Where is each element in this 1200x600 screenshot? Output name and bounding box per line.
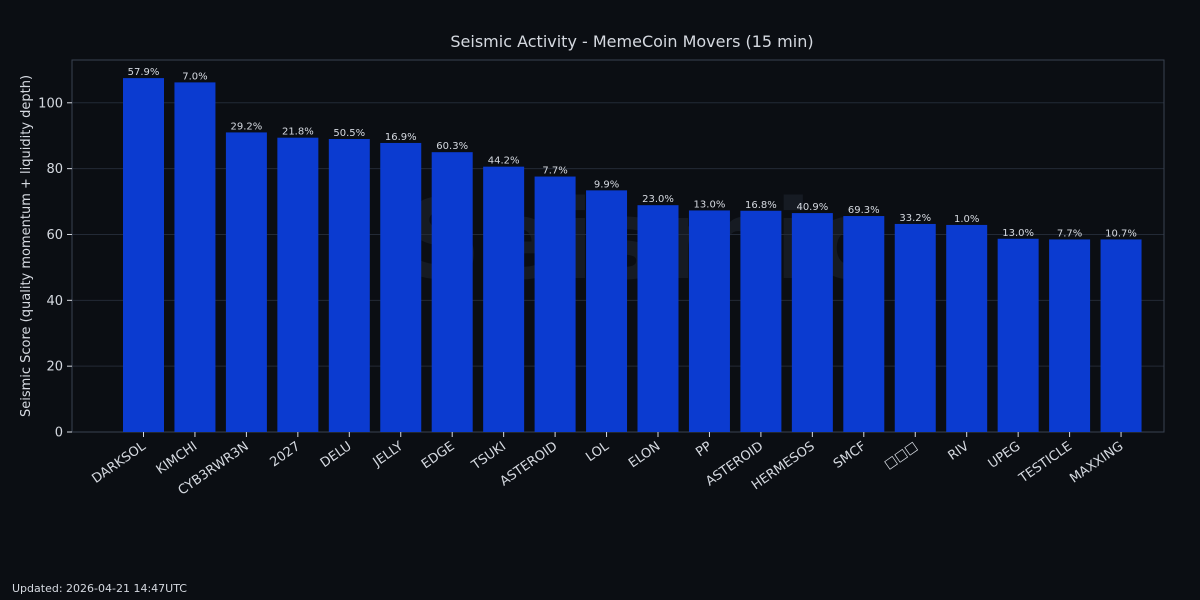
bar-value-label: 9.9%: [594, 179, 619, 190]
bar: [380, 142, 422, 432]
y-tick-label: 0: [55, 426, 63, 441]
bar-value-label: 16.9%: [385, 132, 417, 143]
bar-value-label: 33.2%: [899, 213, 931, 224]
bar: [1100, 239, 1142, 432]
bar: [637, 205, 679, 432]
bar-value-label: 7.7%: [1057, 228, 1082, 239]
bar: [174, 82, 216, 433]
bar: [483, 166, 525, 433]
bar: [534, 176, 576, 432]
x-tick-label: ELON: [626, 439, 663, 471]
bar-value-label: 44.2%: [488, 156, 520, 167]
y-tick-label: 100: [38, 96, 63, 111]
y-tick-label: 40: [46, 294, 63, 309]
bar: [586, 190, 628, 432]
bar-value-label: 21.8%: [282, 127, 314, 138]
x-tick-label: UPEG: [986, 439, 1024, 472]
x-tick-label: DARKSOL: [89, 439, 149, 487]
bar: [328, 139, 370, 432]
x-tick-label: TSUKI: [468, 439, 509, 474]
updated-timestamp: Updated: 2026-04-21 14:47UTC: [12, 582, 187, 595]
x-tick-label: TESTICLE: [1016, 439, 1075, 487]
x-tick-label: DELU: [318, 439, 355, 471]
bar-value-label: 57.9%: [128, 67, 160, 78]
x-tick-label: JELLY: [370, 439, 406, 471]
bar-value-label: 7.0%: [182, 71, 207, 82]
bars: [123, 78, 1142, 433]
bar-value-label: 29.2%: [231, 121, 263, 132]
x-tick-label: 2027: [267, 439, 303, 470]
bar-value-label: 10.7%: [1105, 228, 1137, 239]
y-tick-label: 20: [46, 360, 63, 375]
bar: [946, 224, 988, 432]
y-axis-label: Seismic Score (quality momentum + liquid…: [19, 75, 34, 417]
x-tick-label: ASTEROID: [497, 439, 560, 489]
bar-value-label: 69.3%: [848, 205, 880, 216]
x-tick-label: PP: [693, 439, 715, 460]
bar-value-label: 50.5%: [333, 128, 365, 139]
y-tick-label: 80: [46, 162, 63, 177]
bar-labels: 57.9% 7.0% 29.2% 21.8% 50.5% 16.9% 60.3% 44.2% 7…: [128, 67, 1137, 239]
bar-value-label: 7.7%: [542, 166, 567, 177]
bar-value-label: 23.0%: [642, 194, 674, 205]
chart-title: Seismic Activity - MemeCoin Movers (15 m…: [450, 32, 813, 51]
bar: [1049, 239, 1091, 432]
bar: [843, 216, 885, 432]
bar-value-label: 13.0%: [1002, 228, 1034, 239]
x-tick-label: LOL: [583, 439, 612, 466]
x-tick-label: □□□: [882, 439, 921, 472]
bar: [740, 210, 782, 432]
bar-value-label: 13.0%: [694, 199, 726, 210]
x-tick-label: SMCF: [831, 439, 869, 472]
bar: [431, 152, 473, 432]
bar: [688, 210, 730, 432]
bar: [997, 238, 1039, 432]
x-tick-label: KIMCHI: [154, 439, 201, 478]
bar: [123, 78, 164, 432]
bar: [225, 132, 267, 432]
bar-value-label: 1.0%: [954, 214, 979, 225]
bar-value-label: 40.9%: [796, 202, 828, 213]
y-tick-label: 60: [46, 228, 63, 243]
x-tick-label: RIV: [946, 439, 973, 464]
bar-value-label: 16.8%: [745, 200, 777, 211]
x-tick-label: MAXXING: [1067, 439, 1126, 487]
bar: [894, 223, 936, 432]
bar: [277, 137, 319, 433]
bar: [791, 213, 833, 432]
bar-value-label: 60.3%: [436, 141, 468, 152]
x-tick-label: EDGE: [419, 439, 458, 472]
y-tick-labels: 0 20 40 60 80 100: [38, 96, 72, 441]
